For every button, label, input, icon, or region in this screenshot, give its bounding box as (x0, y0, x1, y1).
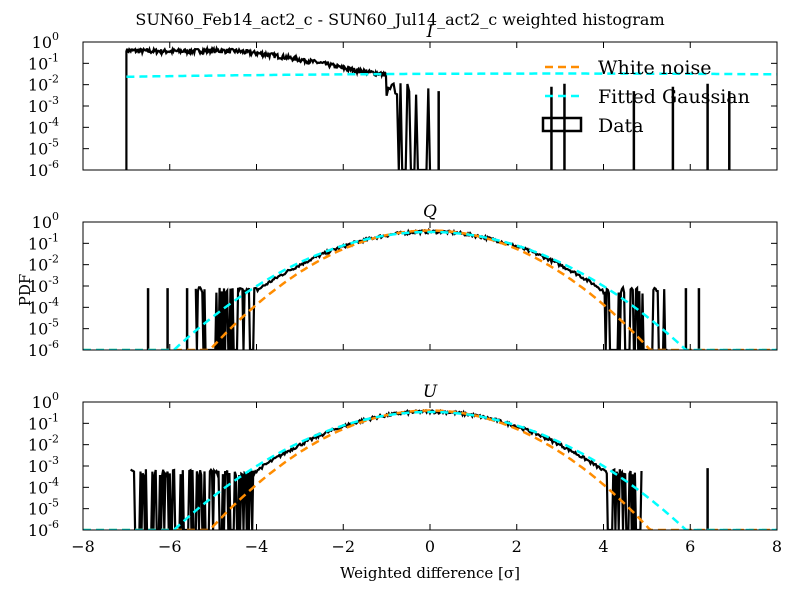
x-tick-label: −4 (245, 537, 269, 556)
y-tick-label: 10-3 (28, 94, 59, 116)
y-tick-exponent: -2 (48, 253, 59, 266)
legend: White noise Fitted Gaussian Data (541, 57, 750, 137)
data-histogram (125, 44, 731, 170)
plot-frame (82, 401, 778, 531)
x-tick-label: 6 (685, 537, 695, 556)
x-tick-label: 2 (512, 537, 522, 556)
y-tick-exponent: -3 (48, 454, 59, 467)
legend-label: Data (598, 115, 644, 137)
data-series-line (129, 408, 643, 530)
y-tick-label: 10-4 (28, 115, 59, 137)
x-tick-label: −2 (331, 537, 355, 556)
legend-entry: White noise (545, 57, 712, 79)
legend-entry: Fitted Gaussian (545, 86, 750, 108)
y-tick-exponent: -3 (48, 274, 59, 287)
y-tick-exponent: 0 (52, 390, 59, 403)
y-tick-exponent: 0 (52, 210, 59, 223)
y-tick-label: 100 (32, 210, 59, 232)
y-tick-label: 10-6 (28, 158, 59, 180)
y-tick-exponent: -6 (48, 338, 59, 351)
y-tick-label: 100 (32, 390, 59, 412)
y-tick-exponent: -4 (48, 295, 59, 308)
y-tick-exponent: -3 (48, 94, 59, 107)
y-tick-label: 10-5 (28, 317, 59, 339)
y-tick-exponent: -5 (48, 137, 59, 150)
legend-entry: Data (541, 115, 644, 137)
white-noise-curve (83, 409, 777, 530)
y-tick-label: 100 (32, 30, 59, 52)
legend-swatch-box (541, 116, 583, 133)
y-tick-label: 10-1 (28, 51, 59, 73)
y-tick-label: 10-1 (28, 411, 59, 433)
panels-group: I10010-110-210-310-410-510-6Q10010-110-2… (28, 22, 782, 556)
y-tick-label: 10-4 (28, 295, 59, 317)
x-tick-label: 8 (772, 537, 782, 556)
x-tick-label: −8 (71, 537, 95, 556)
legend-label: White noise (598, 57, 712, 79)
y-tick-exponent: -4 (48, 475, 59, 488)
data-series-line (125, 44, 432, 170)
x-tick-label: 4 (598, 537, 608, 556)
data-histogram (146, 227, 701, 350)
data-series-line (194, 227, 668, 350)
y-tick-exponent: -2 (48, 73, 59, 86)
x-tick-label: 0 (425, 537, 435, 556)
y-tick-label: 10-2 (28, 73, 59, 95)
y-tick-label: 10-6 (28, 338, 59, 360)
y-tick-label: 10-3 (28, 454, 59, 476)
y-tick-label: 10-6 (28, 518, 59, 540)
y-tick-label: 10-2 (28, 433, 59, 455)
figure-title: SUN60_Feb14_act2_c - SUN60_Jul14_act2_c … (135, 10, 664, 29)
y-tick-label: 10-1 (28, 231, 59, 253)
panel-title-i: I (426, 22, 434, 42)
y-tick-exponent: -1 (48, 411, 59, 424)
y-tick-label: 10-4 (28, 475, 59, 497)
y-tick-label: 10-5 (28, 497, 59, 519)
y-tick-exponent: -4 (48, 115, 59, 128)
legend-label: Fitted Gaussian (598, 86, 750, 108)
fitted-gaussian-curve (83, 410, 777, 530)
x-axis-label: Weighted difference [σ] (340, 564, 520, 582)
y-tick-exponent: -1 (48, 51, 59, 64)
y-tick-label: 10-2 (28, 253, 59, 275)
y-tick-exponent: -6 (48, 518, 59, 531)
y-tick-exponent: 0 (52, 30, 59, 43)
y-tick-exponent: -5 (48, 497, 59, 510)
panel-title-q: Q (423, 202, 437, 222)
y-tick-exponent: -5 (48, 317, 59, 330)
data-histogram (129, 408, 709, 530)
y-tick-exponent: -6 (48, 158, 59, 171)
y-tick-exponent: -2 (48, 433, 59, 446)
white-noise-curve (83, 229, 777, 350)
panel-title-u: U (423, 382, 438, 402)
y-tick-label: 10-5 (28, 137, 59, 159)
x-tick-label: −6 (158, 537, 182, 556)
y-axis-label: PDF (16, 274, 34, 307)
fitted-gaussian-curve (83, 230, 777, 350)
fitted-gaussian-curve (126, 72, 777, 79)
y-tick-label: 10-3 (28, 274, 59, 296)
y-tick-exponent: -1 (48, 231, 59, 244)
